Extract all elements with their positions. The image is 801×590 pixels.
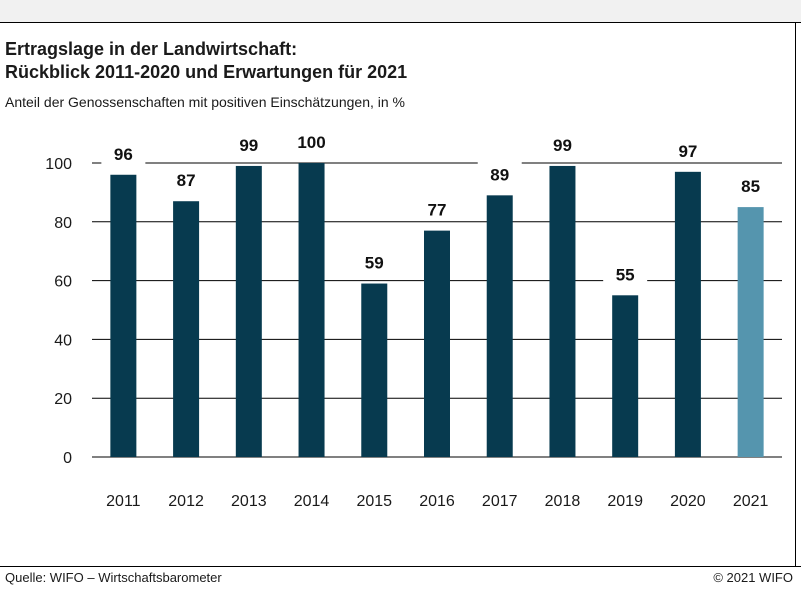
data-label-2020: 97 bbox=[678, 142, 697, 161]
data-label-background bbox=[540, 131, 585, 156]
y-tick-label: 0 bbox=[63, 450, 72, 467]
data-label-background bbox=[101, 140, 146, 165]
x-tick-label-2012: 2012 bbox=[168, 493, 204, 510]
data-label-2012: 87 bbox=[177, 171, 196, 190]
data-label-2016: 77 bbox=[428, 201, 447, 220]
data-label-2018: 99 bbox=[553, 136, 572, 155]
y-tick-label: 60 bbox=[54, 274, 72, 291]
x-tick-label-2015: 2015 bbox=[356, 493, 392, 510]
x-tick-label-2016: 2016 bbox=[419, 493, 455, 510]
x-tick-label-2017: 2017 bbox=[482, 493, 518, 510]
data-label-background bbox=[289, 129, 334, 153]
top-band bbox=[0, 0, 801, 22]
y-tick-label: 20 bbox=[54, 391, 72, 408]
data-label-background bbox=[226, 131, 271, 156]
data-label-background bbox=[728, 173, 773, 198]
bottom-divider bbox=[0, 566, 801, 567]
data-label-2015: 59 bbox=[365, 254, 384, 273]
bar-2017 bbox=[486, 195, 513, 457]
bar-2012 bbox=[173, 201, 200, 457]
bar-2011 bbox=[110, 174, 137, 457]
right-divider bbox=[795, 22, 796, 567]
bar-2018 bbox=[549, 165, 576, 457]
chart-title: Ertragslage in der Landwirtschaft: Rückb… bbox=[5, 38, 407, 84]
x-tick-label-2020: 2020 bbox=[670, 493, 706, 510]
bar-2021 bbox=[737, 207, 764, 457]
source-note: Quelle: WIFO – Wirtschaftsbarometer bbox=[5, 570, 222, 585]
data-label-2011: 96 bbox=[114, 145, 133, 164]
bar-2020 bbox=[674, 171, 701, 457]
data-label-background bbox=[164, 167, 209, 192]
bar-2013 bbox=[235, 165, 262, 457]
data-label-2013: 99 bbox=[239, 136, 258, 155]
y-tick-label: 80 bbox=[54, 215, 72, 232]
x-tick-label-2018: 2018 bbox=[545, 493, 581, 510]
chart-subtitle: Anteil der Genossenschaften mit positive… bbox=[5, 94, 406, 110]
data-label-2014: 100 bbox=[297, 133, 325, 152]
data-label-background bbox=[477, 161, 522, 186]
data-label-background bbox=[352, 249, 397, 274]
chart-title-line-2: Rückblick 2011-2020 und Erwartungen für … bbox=[5, 62, 408, 82]
data-label-2021: 85 bbox=[741, 177, 760, 196]
chart-title-line-1: Ertragslage in der Landwirtschaft: bbox=[5, 39, 298, 59]
copyright-note: © 2021 WIFO bbox=[713, 570, 793, 585]
x-tick-label-2011: 2011 bbox=[106, 493, 141, 510]
y-tick-label: 40 bbox=[54, 332, 72, 349]
bar-2015 bbox=[361, 283, 388, 457]
bar-2019 bbox=[612, 295, 639, 457]
x-tick-label-2013: 2013 bbox=[231, 493, 267, 510]
x-tick-label-2019: 2019 bbox=[607, 493, 643, 510]
data-label-2019: 55 bbox=[616, 265, 635, 284]
data-label-background bbox=[603, 261, 648, 286]
data-label-2017: 89 bbox=[490, 165, 509, 184]
x-tick-label-2014: 2014 bbox=[294, 493, 330, 510]
x-tick-label-2021: 2021 bbox=[733, 493, 769, 510]
bar-2014 bbox=[298, 163, 325, 457]
y-tick-label: 100 bbox=[45, 156, 72, 173]
top-divider bbox=[0, 22, 801, 23]
data-label-background bbox=[665, 137, 710, 162]
bar-2016 bbox=[424, 230, 450, 457]
data-label-background bbox=[415, 196, 459, 221]
